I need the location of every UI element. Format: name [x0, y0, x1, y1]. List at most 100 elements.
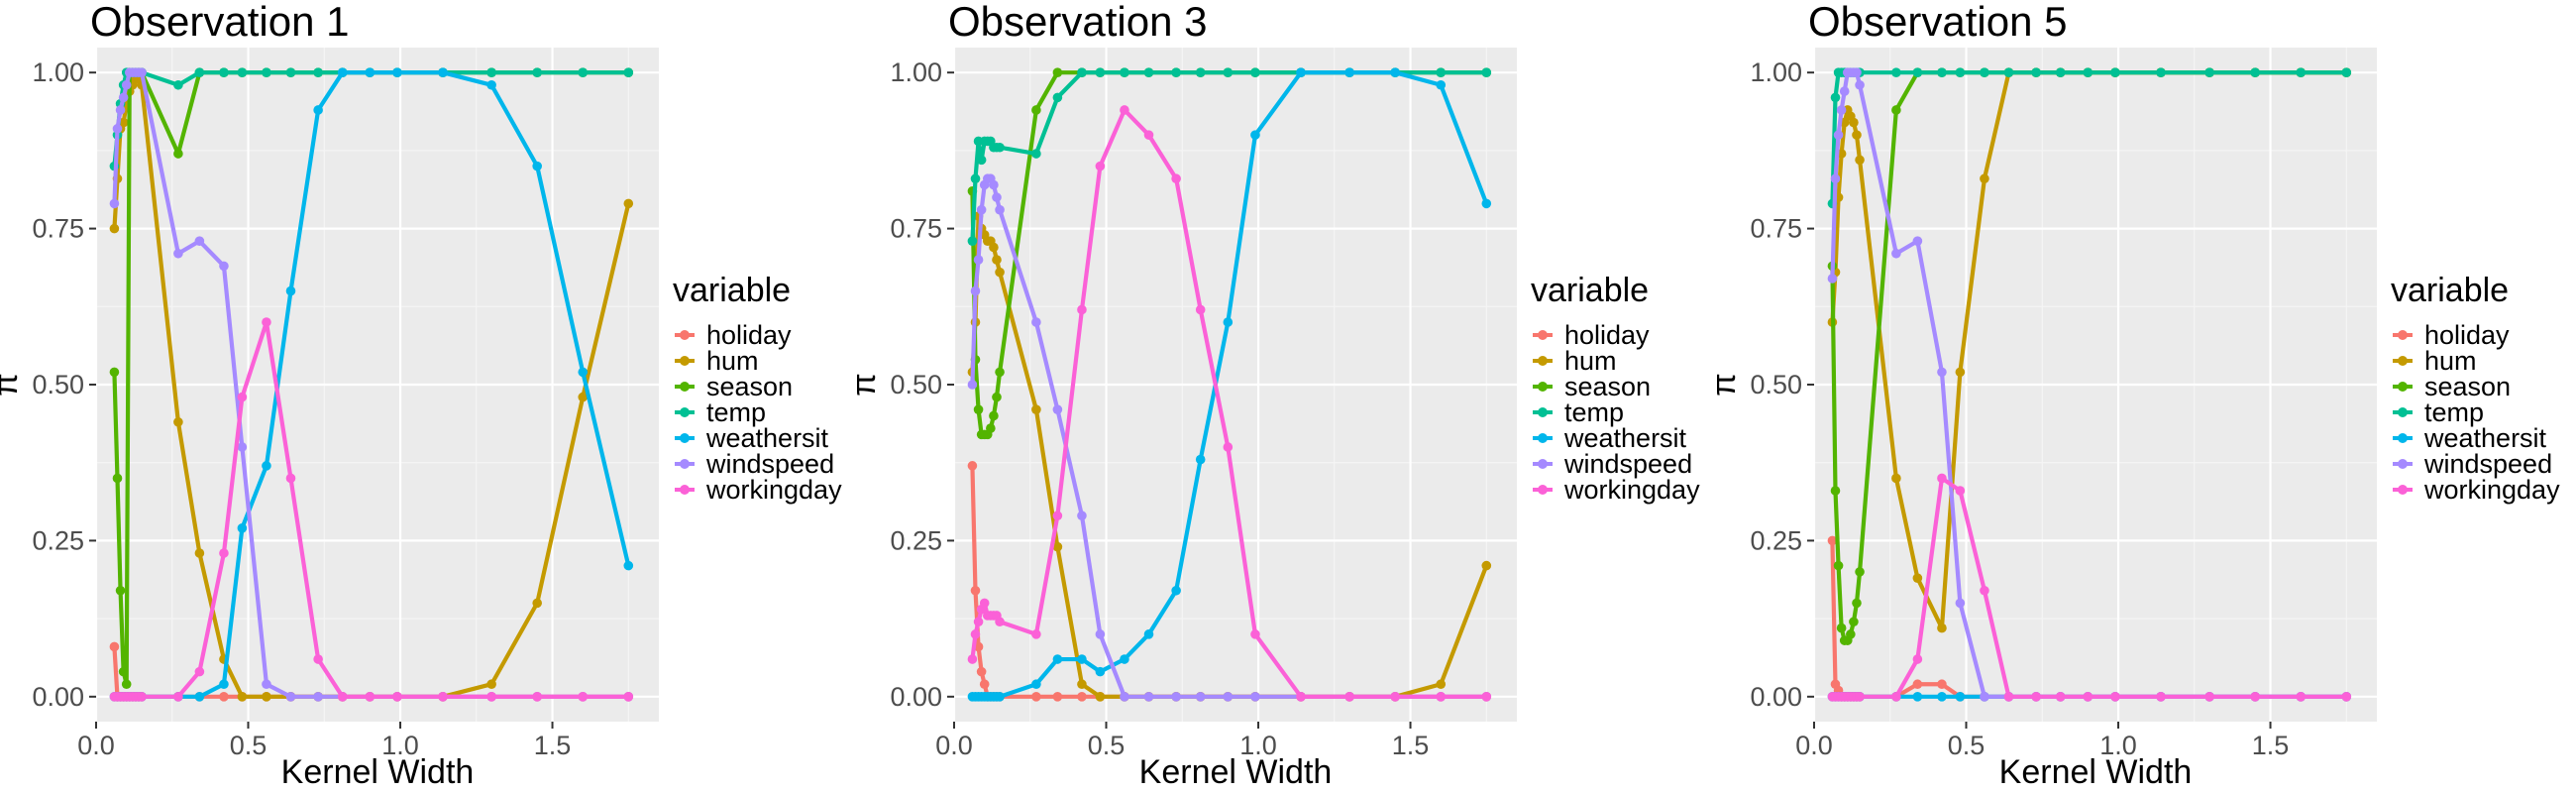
chart-2-point-workingday [979, 598, 990, 609]
chart-1-point-workingday [219, 548, 229, 558]
chart-1-y-tick-label: 0.25 [32, 525, 84, 555]
chart-2-x-tick-label: 1.5 [1392, 731, 1430, 760]
chart-3-point-weathersit [1955, 692, 1966, 702]
chart-2-point-weathersit [1250, 130, 1260, 140]
chart-1-point-temp [262, 67, 271, 77]
chart-2-point-holiday [1077, 692, 1087, 702]
chart-3-point-holiday [1827, 535, 1838, 546]
chart-2-point-workingday [1120, 105, 1129, 115]
chart-2-point-temp [995, 142, 1005, 153]
chart-2-point-temp [1250, 67, 1260, 77]
chart-1-legend-label-windspeed: windspeed [705, 449, 834, 479]
chart-3-x-tick-label: 0.5 [1948, 731, 1986, 760]
chart-2-point-windspeed [995, 204, 1005, 215]
chart-3-legend-label-weathersit: weathersit [2423, 423, 2547, 453]
chart-1-point-workingday [237, 392, 248, 402]
chart-1-point-temp [623, 67, 634, 77]
chart-2-point-temp [1195, 67, 1206, 77]
chart-3-point-windspeed [1912, 236, 1923, 246]
chart-2-legend-dot-temp [1538, 407, 1548, 417]
chart-2-point-windspeed [1031, 317, 1041, 327]
chart-1-point-workingday [578, 692, 589, 702]
chart-3-x-tick-label: 1.5 [2252, 731, 2290, 760]
chart-1-point-weathersit [365, 67, 376, 77]
chart-1-point-season [118, 666, 129, 677]
chart-2-point-windspeed [989, 179, 999, 190]
chart-1-x-tick-label: 0.5 [230, 731, 268, 760]
chart-2-point-workingday [1390, 692, 1400, 702]
chart-1-point-windspeed [121, 79, 132, 90]
chart-1-series-workingday [109, 317, 634, 702]
chart-3-legend-dot-holiday [2398, 330, 2408, 340]
chart-2-point-windspeed [1250, 692, 1260, 702]
chart-1-y-tick-label: 1.00 [32, 57, 84, 87]
chart-1-point-workingday [623, 692, 634, 702]
chart-1-legend-dot-workingday [680, 485, 690, 495]
chart-1-x-tick-label: 1.5 [534, 731, 572, 760]
chart-3-point-workingday [2156, 692, 2166, 702]
chart-1-legend-label-hum: hum [706, 346, 759, 376]
chart-1-point-temp [486, 67, 496, 77]
chart-2-point-temp [1171, 67, 1181, 77]
chart-2-point-weathersit [1031, 679, 1041, 690]
chart-2-legend-dot-workingday [1538, 485, 1548, 495]
chart-1-point-holiday [219, 692, 229, 702]
chart-2-point-hum [1031, 404, 1041, 414]
chart-3-point-temp [1912, 67, 1923, 77]
chart-3-legend-dot-season [2398, 382, 2408, 392]
chart-3-point-temp [2110, 67, 2120, 77]
chart-2-point-workingday [1436, 692, 1447, 702]
chart-2-point-workingday [1223, 442, 1234, 452]
chart-1-point-temp [578, 67, 589, 77]
chart-1-y-axis-label: π [0, 373, 25, 396]
chart-2-y-tick-label: 1.00 [890, 57, 942, 87]
chart-3-point-holiday [1937, 679, 1947, 690]
chart-2-point-weathersit [1052, 654, 1063, 664]
chart-1-point-weathersit [392, 67, 402, 77]
chart-2-point-weathersit [1095, 666, 1106, 677]
chart-1-x-tick-label: 0.0 [77, 731, 115, 760]
chart-1-point-weathersit [486, 79, 496, 90]
chart-2-point-holiday [1052, 692, 1063, 702]
chart-1-point-windspeed [313, 692, 323, 702]
chart-2-point-workingday [1195, 304, 1206, 315]
chart-3-x-tick-label: 0.0 [1795, 731, 1833, 760]
chart-3-point-temp [1937, 67, 1947, 77]
chart-2-point-weathersit [1481, 198, 1492, 209]
chart-2-point-temp [970, 173, 981, 184]
chart-2-legend-dot-weathersit [1538, 433, 1548, 443]
chart-1-point-temp [219, 67, 229, 77]
chart-3-legend-dot-temp [2398, 407, 2408, 417]
chart-1-point-workingday [194, 666, 205, 677]
chart-1-title: Observation 1 [90, 0, 349, 45]
chart-3-point-workingday [2003, 692, 2014, 702]
chart-2-legend-label-holiday: holiday [1564, 320, 1650, 350]
chart-3-point-windspeed [1891, 248, 1901, 259]
chart-1-point-windspeed [285, 692, 296, 702]
chart-3-point-workingday [1891, 692, 1901, 702]
chart-2-point-hum [992, 255, 1002, 265]
chart-3-point-windspeed [1955, 598, 1966, 609]
chart-2-point-windspeed [1171, 692, 1181, 702]
chart-3-point-weathersit [1912, 692, 1923, 702]
chart-2-point-workingday [973, 617, 984, 627]
chart-1-point-windspeed [118, 92, 129, 103]
chart-1-point-weathersit [532, 161, 542, 171]
chart-2-point-season [1031, 105, 1041, 115]
chart-3-point-workingday [1955, 486, 1966, 496]
chart-1-point-windspeed [219, 261, 229, 272]
chart-3-y-tick-label: 0.50 [1750, 370, 1802, 399]
chart-3-point-season [1849, 617, 1859, 627]
chart-3-legend-label-workingday: workingday [2423, 475, 2560, 505]
chart-3-x-tick-label: 1.0 [2099, 731, 2137, 760]
chart-3-point-season [1836, 623, 1847, 633]
chart-3-point-workingday [2296, 692, 2307, 702]
chart-2-point-temp [1223, 67, 1234, 77]
chart-2-point-workingday [967, 654, 978, 664]
chart-3-series-workingday [1827, 473, 2352, 702]
chart-2-point-windspeed [976, 204, 987, 215]
chart-2-point-workingday [1344, 692, 1354, 702]
chart-3-point-season [1846, 629, 1856, 639]
chart-1-point-hum [262, 692, 271, 702]
